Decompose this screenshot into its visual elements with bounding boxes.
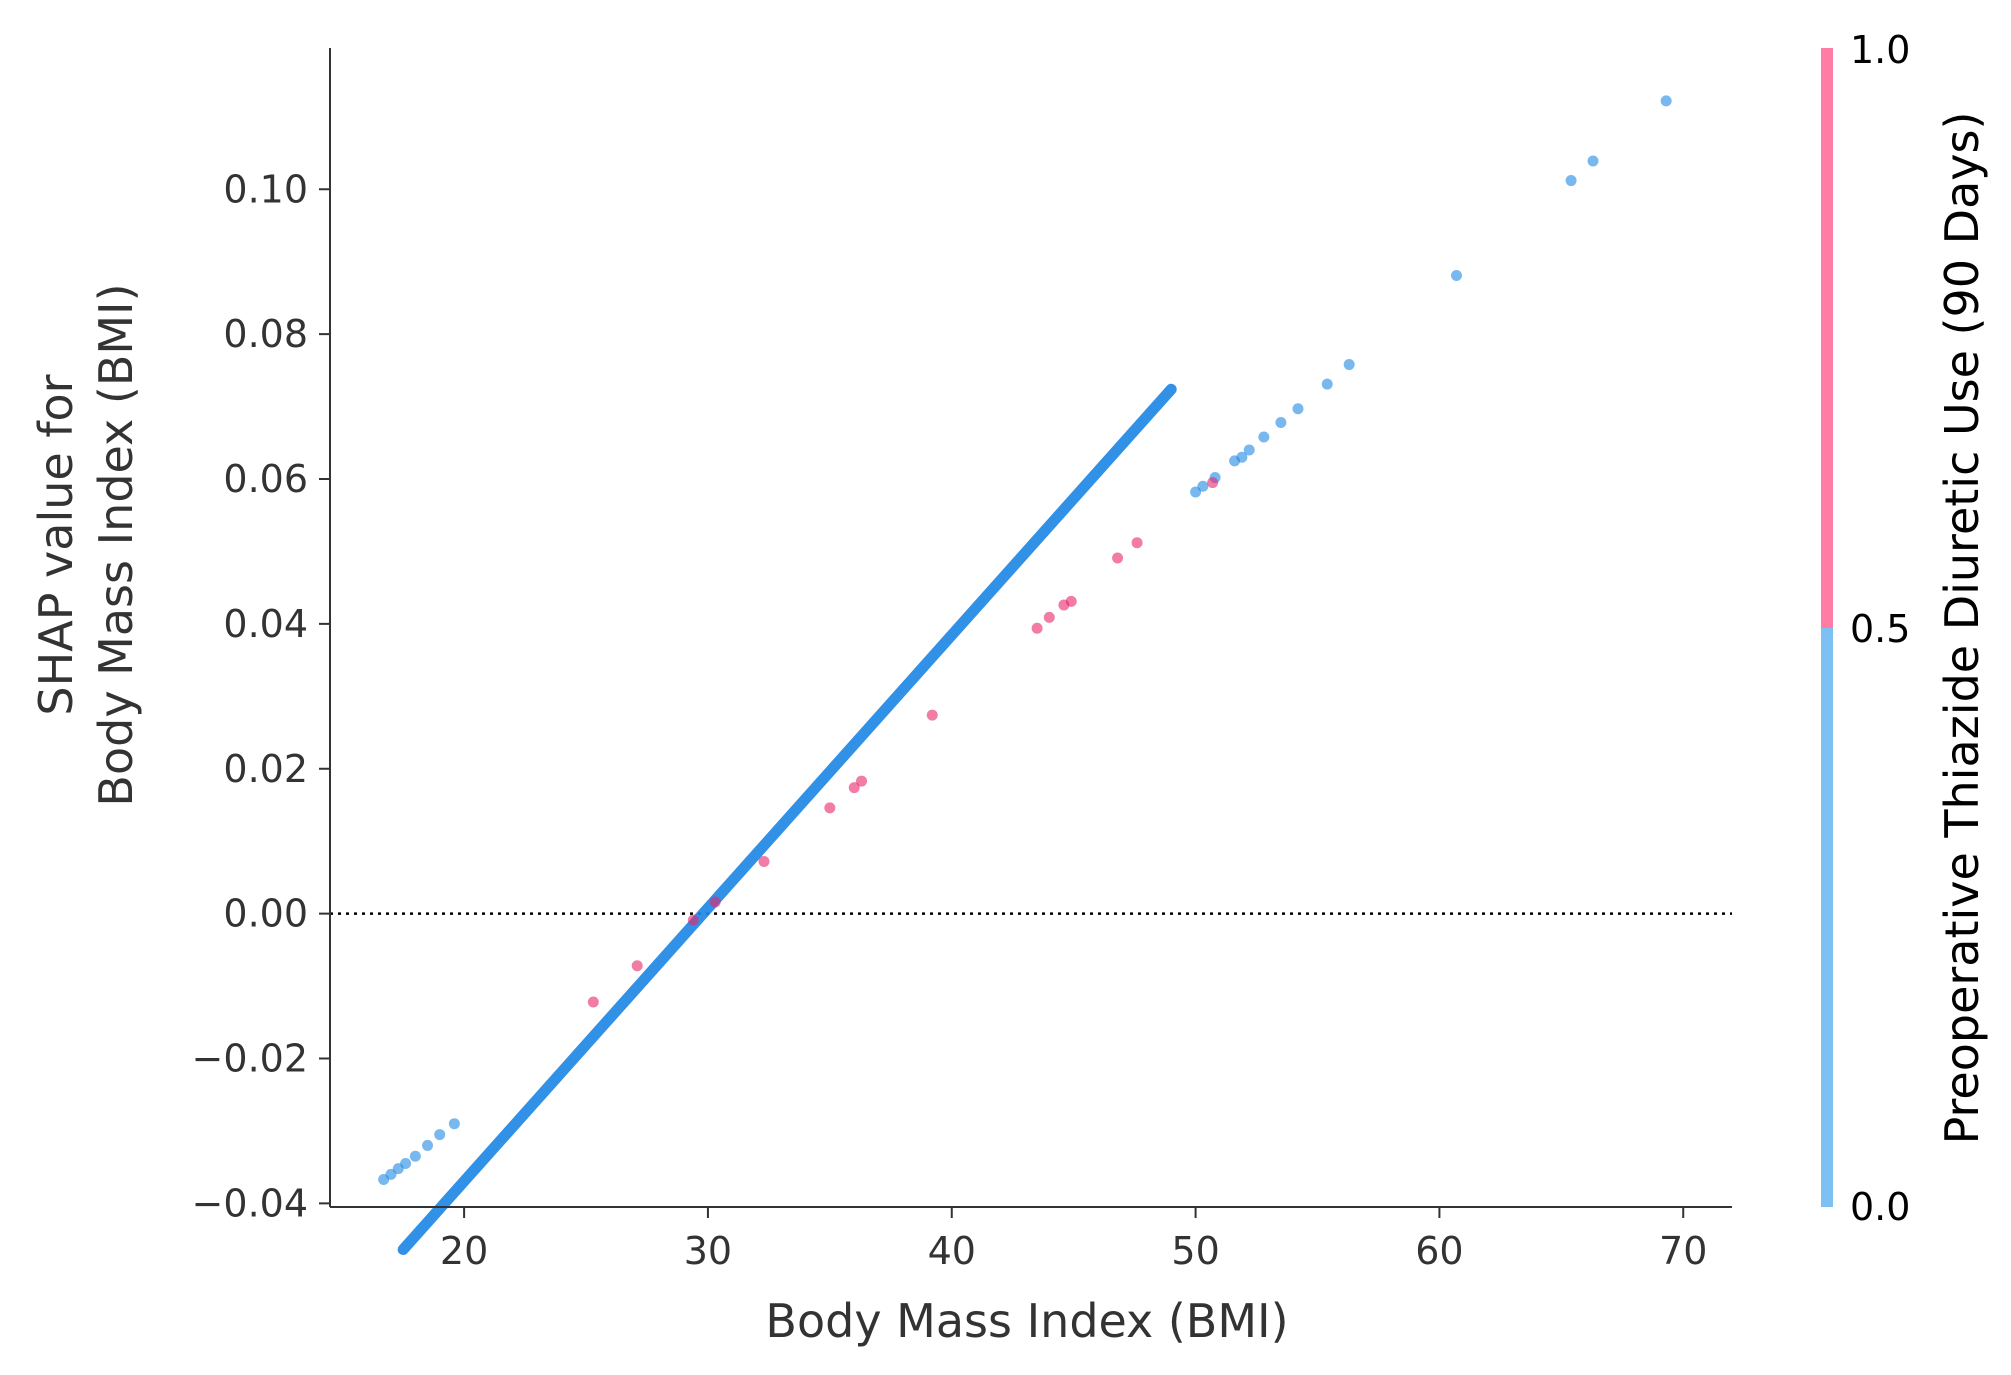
x-axis-title: Body Mass Index (BMI) bbox=[765, 1294, 1288, 1348]
scatter-point bbox=[1450, 269, 1462, 281]
colorbar-title: Preoperative Thiazide Diuretic Use (90 D… bbox=[1935, 112, 1989, 1145]
scatter-point bbox=[1043, 611, 1055, 623]
scatter-point bbox=[926, 709, 938, 721]
scatter-point bbox=[1243, 444, 1255, 456]
y-tick-label: −0.04 bbox=[192, 1181, 308, 1225]
y-tick-label: 0.10 bbox=[223, 167, 308, 211]
scatter-point bbox=[687, 914, 699, 926]
y-tick-label: 0.04 bbox=[223, 602, 308, 646]
y-axis-title-line1: SHAP value for bbox=[29, 374, 83, 715]
y-tick-label: 0.02 bbox=[223, 747, 308, 791]
scatter-point bbox=[1031, 622, 1043, 634]
y-axis-title-line2: Body Mass Index (BMI) bbox=[89, 283, 143, 806]
colorbar-high-segment bbox=[1821, 48, 1833, 628]
scatter-point bbox=[1131, 537, 1143, 549]
scatter-point bbox=[1660, 95, 1672, 107]
scatter-point bbox=[1343, 359, 1355, 371]
y-axis-title-2: Body Mass Index (BMI) bbox=[89, 283, 143, 806]
scatter-point bbox=[824, 802, 836, 814]
colorbar-tick-label: 1.0 bbox=[1850, 28, 1910, 72]
scatter-point bbox=[758, 855, 770, 867]
scatter-point bbox=[1275, 417, 1287, 429]
scatter-point bbox=[448, 1118, 460, 1130]
x-tick-label: 50 bbox=[1171, 1229, 1219, 1273]
scatter-point bbox=[709, 896, 721, 908]
x-axis-ticks: 20 30 40 50 60 70 bbox=[440, 1207, 1707, 1273]
y-tick-label: 0.00 bbox=[223, 892, 308, 936]
y-axis-ticks: −0.04 −0.02 0.00 0.02 0.04 0.06 0.08 0.10 bbox=[192, 167, 330, 1225]
scatter-point bbox=[1292, 403, 1304, 415]
scatter-point bbox=[1112, 552, 1124, 564]
scatter-point bbox=[1587, 155, 1599, 167]
scatter-point bbox=[400, 1158, 412, 1170]
x-tick-label: 30 bbox=[684, 1229, 732, 1273]
scatter-point bbox=[1258, 431, 1270, 443]
scatter-points bbox=[378, 95, 1672, 1185]
x-tick-label: 60 bbox=[1415, 1229, 1463, 1273]
y-tick-label: 0.08 bbox=[223, 312, 308, 356]
scatter-point bbox=[1197, 480, 1209, 492]
y-tick-label: −0.02 bbox=[192, 1037, 308, 1081]
x-tick-label: 40 bbox=[928, 1229, 976, 1273]
colorbar: 1.0 0.5 0.0 Preoperative Thiazide Diuret… bbox=[1821, 28, 1989, 1229]
x-tick-label: 20 bbox=[440, 1229, 488, 1273]
scatter-point bbox=[848, 782, 860, 794]
scatter-point bbox=[1207, 477, 1219, 489]
colorbar-low-segment bbox=[1821, 628, 1833, 1207]
colorbar-tick-label: 0.5 bbox=[1850, 607, 1910, 651]
scatter-point bbox=[631, 960, 643, 972]
x-tick-label: 70 bbox=[1659, 1229, 1707, 1273]
plot-area bbox=[330, 95, 1732, 1256]
scatter-point bbox=[1236, 451, 1248, 463]
scatter-point bbox=[1321, 378, 1333, 390]
scatter-point bbox=[1565, 175, 1577, 187]
scatter-point bbox=[1065, 595, 1077, 607]
scatter-point bbox=[422, 1139, 434, 1151]
scatter-point bbox=[856, 775, 868, 787]
colorbar-tick-label: 0.0 bbox=[1850, 1185, 1910, 1229]
dense-point-band bbox=[397, 383, 1177, 1256]
scatter-point bbox=[587, 996, 599, 1008]
y-tick-label: 0.06 bbox=[223, 457, 308, 501]
y-axis-title: SHAP value for bbox=[29, 374, 83, 715]
axes: 20 30 40 50 60 70 −0.04 −0.02 0.00 0.02 0.04 0.06 0… bbox=[192, 48, 1732, 1273]
scatter-point bbox=[434, 1129, 446, 1141]
scatter-point bbox=[409, 1150, 421, 1162]
